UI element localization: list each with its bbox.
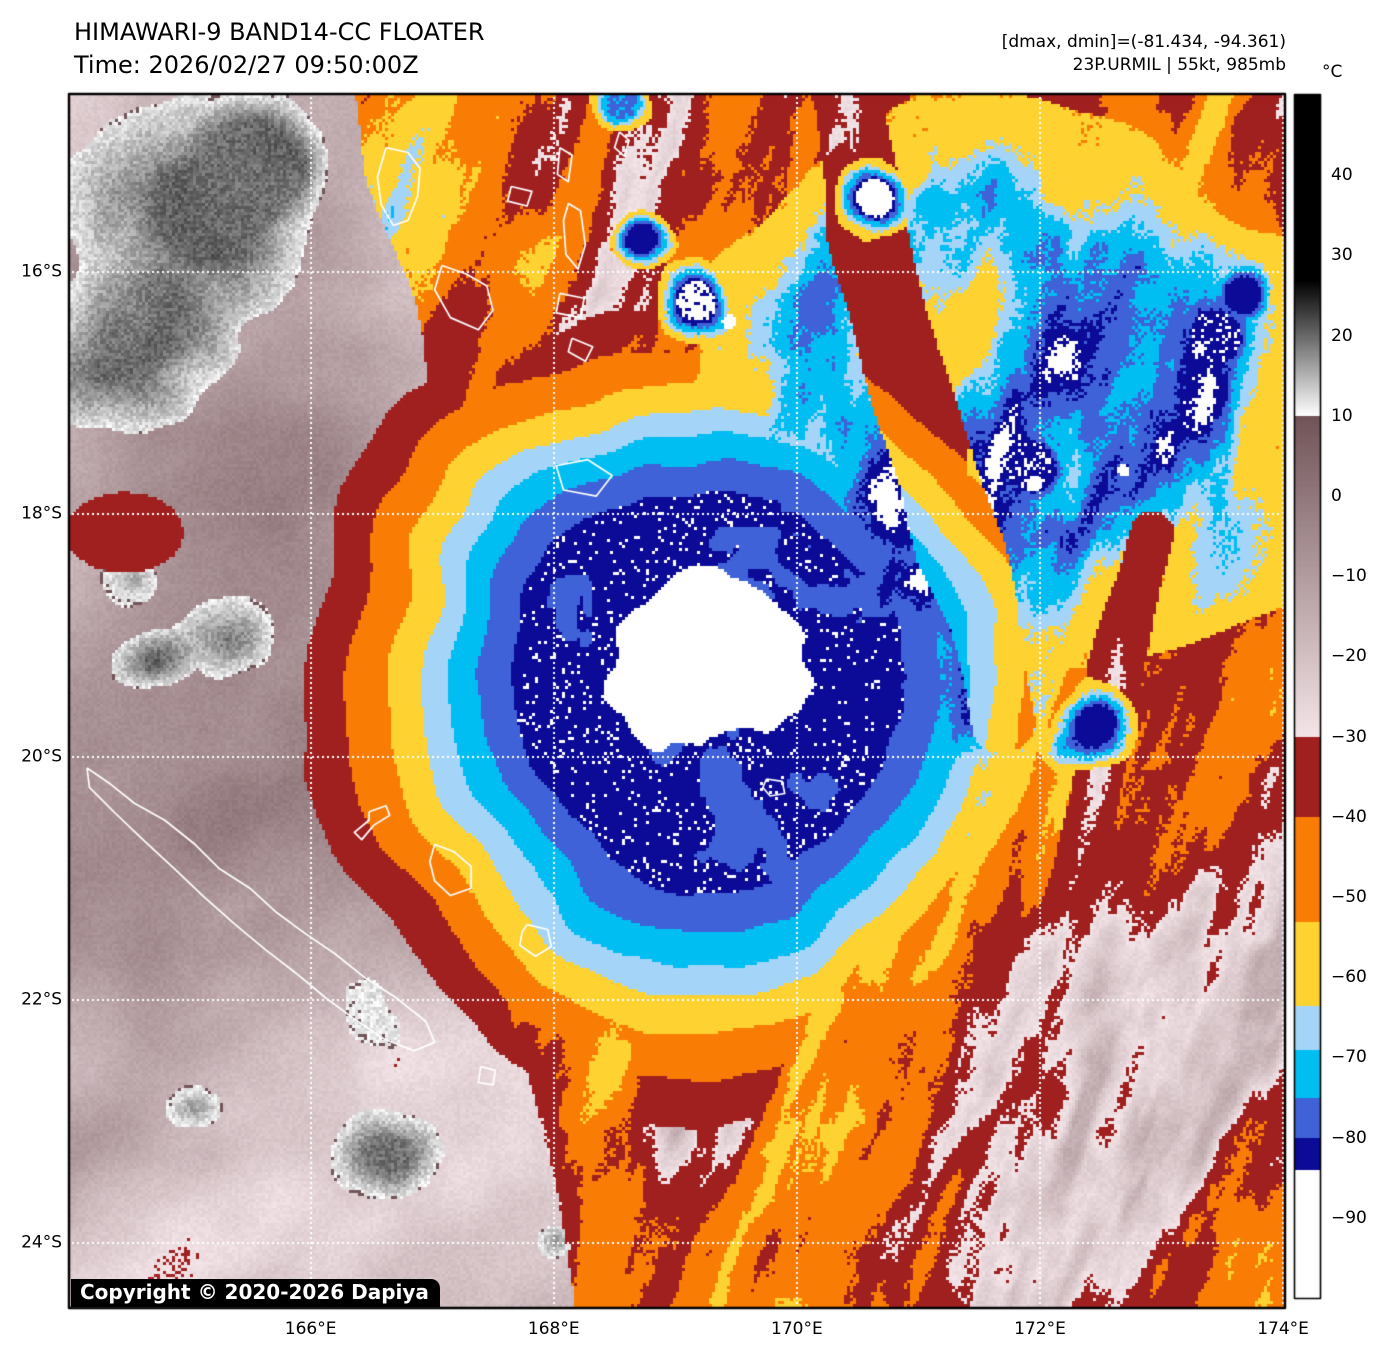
- colorbar-tick-label: −80: [1331, 1127, 1367, 1148]
- colorbar-tick-label: −70: [1331, 1047, 1367, 1068]
- lat-tick-label: 18°S: [21, 503, 62, 524]
- lon-tick-label: 170°E: [771, 1319, 823, 1339]
- lat-tick-label: 22°S: [21, 989, 62, 1010]
- colorbar-tick-label: −40: [1331, 806, 1367, 827]
- title-block: HIMAWARI-9 BAND14-CC FLOATER Time: 2026/…: [74, 16, 485, 82]
- colorbar-tick-label: 40: [1331, 165, 1353, 186]
- lon-tick-label: 174°E: [1257, 1319, 1309, 1339]
- colorbar-tick-label: −10: [1331, 566, 1367, 587]
- lon-tick-label: 172°E: [1014, 1319, 1066, 1339]
- lat-tick-label: 24°S: [21, 1232, 62, 1253]
- timestamp-line: Time: 2026/02/27 09:50:00Z: [74, 51, 419, 79]
- colorbar-tick-label: 0: [1331, 486, 1342, 506]
- lat-tick-label: 20°S: [21, 746, 62, 767]
- colorbar-tick-label: −30: [1331, 726, 1367, 747]
- dmax-dmin-annotation: [dmax, dmin]=(-81.434, -94.361): [1001, 32, 1286, 52]
- colorbar-tick-label: 10: [1331, 405, 1353, 426]
- annotation-block: [dmax, dmin]=(-81.434, -94.361) 23P.URMI…: [1002, 31, 1286, 77]
- lon-tick-label: 166°E: [284, 1319, 337, 1339]
- colorbar-tick-label: 30: [1331, 245, 1353, 266]
- colorbar-tick-label: −90: [1331, 1207, 1367, 1228]
- lon-tick-label: 168°E: [527, 1319, 580, 1339]
- page-title: HIMAWARI-9 BAND14-CC FLOATER: [74, 18, 485, 46]
- colorbar-tick-label: 20: [1331, 325, 1353, 346]
- colorbar-unit-label: °C: [1322, 62, 1343, 82]
- storm-info-annotation: 23P.URMIL | 55kt, 985mb: [1072, 55, 1286, 75]
- colorbar-tick-label: −20: [1331, 646, 1367, 667]
- copyright-badge: Copyright © 2020-2026 Dapiya: [71, 1279, 440, 1307]
- lat-tick-label: 16°S: [21, 261, 62, 282]
- colorbar-tick-label: −50: [1331, 887, 1367, 907]
- colorbar-tick-label: −60: [1331, 967, 1367, 988]
